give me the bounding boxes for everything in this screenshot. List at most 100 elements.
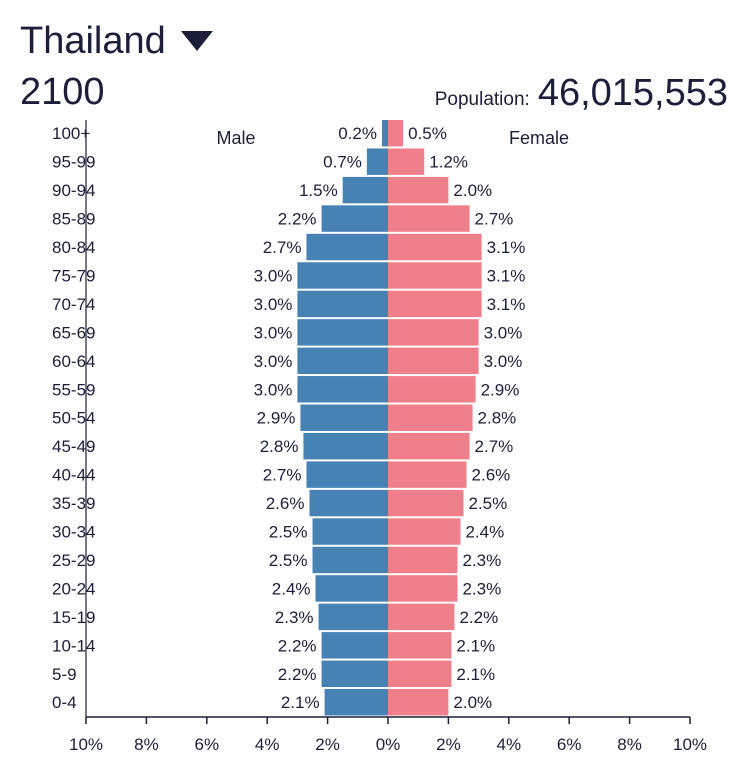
female-percent-label: 2.3% bbox=[462, 551, 501, 570]
male-percent-label: 0.7% bbox=[323, 153, 362, 172]
female-percent-label: 2.4% bbox=[465, 523, 504, 542]
male-bar bbox=[321, 632, 388, 659]
male-bar bbox=[309, 489, 388, 517]
female-bar bbox=[388, 575, 458, 602]
x-tick-label: 6% bbox=[195, 735, 220, 754]
x-tick-label: 2% bbox=[436, 735, 461, 754]
male-percent-label: 3.0% bbox=[254, 352, 293, 371]
age-group-label: 95-99 bbox=[52, 153, 95, 172]
female-percent-label: 3.1% bbox=[487, 295, 526, 314]
male-bar bbox=[315, 575, 388, 602]
x-tick-label: 8% bbox=[134, 735, 159, 754]
female-bar bbox=[388, 660, 452, 687]
age-group-label: 55-59 bbox=[52, 380, 95, 399]
male-percent-label: 2.2% bbox=[278, 636, 317, 655]
female-percent-label: 2.7% bbox=[475, 210, 514, 229]
male-percent-label: 2.5% bbox=[269, 523, 308, 542]
female-percent-label: 3.0% bbox=[484, 323, 523, 342]
female-percent-label: 2.1% bbox=[456, 665, 495, 684]
age-group-label: 10-14 bbox=[52, 636, 95, 655]
female-bar bbox=[388, 518, 461, 545]
male-bar bbox=[297, 347, 388, 375]
male-bar bbox=[318, 603, 388, 631]
female-percent-label: 1.2% bbox=[429, 153, 468, 172]
male-percent-label: 2.9% bbox=[257, 409, 296, 428]
age-group-label: 75-79 bbox=[52, 266, 95, 285]
dropdown-triangle-icon[interactable] bbox=[180, 29, 214, 53]
female-bar bbox=[388, 461, 467, 488]
male-bar bbox=[306, 233, 388, 261]
female-bar bbox=[388, 376, 476, 403]
male-percent-label: 2.5% bbox=[269, 551, 308, 570]
age-group-label: 20-24 bbox=[52, 579, 95, 598]
country-name: Thailand bbox=[20, 20, 166, 62]
male-bar bbox=[312, 518, 388, 545]
female-percent-label: 2.7% bbox=[475, 437, 514, 456]
x-tick-label: 4% bbox=[497, 735, 522, 754]
age-group-label: 15-19 bbox=[52, 608, 95, 627]
age-group-label: 40-44 bbox=[52, 466, 95, 485]
female-percent-label: 2.0% bbox=[453, 693, 492, 712]
male-bar bbox=[381, 120, 388, 147]
female-bar bbox=[388, 319, 479, 346]
female-bar bbox=[388, 489, 464, 517]
female-bar bbox=[388, 290, 482, 318]
female-percent-label: 2.5% bbox=[469, 494, 508, 513]
x-tick-label: 10% bbox=[69, 735, 103, 754]
female-bar bbox=[388, 176, 449, 204]
male-bar bbox=[297, 290, 388, 318]
female-bar bbox=[388, 432, 470, 460]
male-bar bbox=[306, 461, 388, 488]
male-bar bbox=[321, 205, 388, 232]
male-bar bbox=[321, 660, 388, 687]
female-percent-label: 2.1% bbox=[456, 636, 495, 655]
male-bar bbox=[297, 376, 388, 403]
female-bar bbox=[388, 233, 482, 261]
male-percent-label: 3.0% bbox=[254, 295, 293, 314]
age-group-label: 25-29 bbox=[52, 551, 95, 570]
age-group-label: 80-84 bbox=[52, 238, 95, 257]
female-percent-label: 0.5% bbox=[408, 124, 447, 143]
male-percent-label: 2.8% bbox=[260, 437, 299, 456]
male-bar bbox=[324, 689, 388, 716]
x-tick-label: 10% bbox=[673, 735, 707, 754]
female-percent-label: 2.6% bbox=[472, 466, 511, 485]
age-group-label: 0-4 bbox=[52, 693, 77, 712]
female-bar bbox=[388, 404, 473, 431]
population-display: Population: 46,015,553 bbox=[435, 74, 728, 112]
female-bar bbox=[388, 262, 482, 289]
country-selector[interactable]: Thailand bbox=[20, 22, 214, 60]
male-bar bbox=[312, 546, 388, 574]
male-bar bbox=[366, 148, 388, 175]
age-group-label: 65-69 bbox=[52, 323, 95, 342]
male-series-label: Male bbox=[216, 128, 255, 148]
female-percent-label: 2.0% bbox=[453, 181, 492, 200]
female-bar bbox=[388, 205, 470, 232]
x-tick-label: 6% bbox=[557, 735, 582, 754]
age-group-label: 45-49 bbox=[52, 437, 95, 456]
male-bar bbox=[303, 432, 388, 460]
female-percent-label: 2.2% bbox=[459, 608, 498, 627]
male-bar bbox=[300, 404, 388, 431]
age-group-label: 85-89 bbox=[52, 210, 95, 229]
x-tick-label: 4% bbox=[255, 735, 280, 754]
female-percent-label: 2.8% bbox=[478, 409, 517, 428]
female-percent-label: 3.1% bbox=[487, 266, 526, 285]
age-group-label: 60-64 bbox=[52, 352, 95, 371]
male-percent-label: 2.7% bbox=[263, 238, 302, 257]
male-percent-label: 2.2% bbox=[278, 210, 317, 229]
female-bar bbox=[388, 546, 458, 574]
female-bar bbox=[388, 120, 404, 147]
population-value: 46,015,553 bbox=[537, 72, 728, 114]
female-bar bbox=[388, 603, 455, 631]
female-percent-label: 3.1% bbox=[487, 238, 526, 257]
male-percent-label: 0.2% bbox=[338, 124, 377, 143]
male-bar bbox=[297, 319, 388, 346]
male-bar bbox=[297, 262, 388, 289]
male-percent-label: 3.0% bbox=[254, 323, 293, 342]
female-bar bbox=[388, 148, 425, 175]
female-bar bbox=[388, 689, 449, 716]
male-percent-label: 2.4% bbox=[272, 579, 311, 598]
age-group-label: 90-94 bbox=[52, 181, 95, 200]
male-percent-label: 2.2% bbox=[278, 665, 317, 684]
